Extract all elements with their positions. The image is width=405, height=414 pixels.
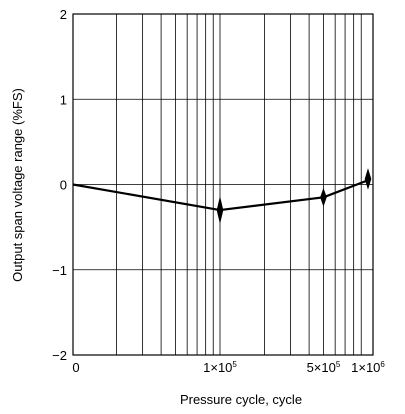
marker-layer (216, 168, 372, 223)
x-tick-label: 5×105 (307, 360, 341, 375)
x-axis-title: Pressure cycle, cycle (180, 392, 302, 407)
series-line (72, 179, 369, 212)
y-tick-label: −2 (52, 348, 67, 363)
y-axis-title: Output span voltage range (%FS) (10, 88, 25, 282)
x-tick-label: 0 (72, 360, 79, 375)
x-tick-labels: 0 1×105 5×105 1×106 (72, 360, 385, 375)
x-tick-exponent: 5 (232, 360, 237, 369)
x-tick-label: 1×105 (203, 360, 237, 375)
grid-layer (73, 13, 373, 356)
range-marker (320, 187, 327, 207)
range-marker (364, 168, 372, 190)
x-tick-exponent: 6 (380, 360, 385, 369)
x-tick-exponent: 5 (336, 360, 341, 369)
y-tick-label: 2 (60, 7, 67, 22)
x-tick-label: 1×106 (351, 360, 385, 375)
y-tick-label: 1 (60, 92, 67, 107)
y-tick-label: −1 (52, 263, 67, 278)
y-tick-label: 0 (60, 178, 67, 193)
y-tick-labels: 2 1 0 −1 −2 (52, 7, 67, 363)
series-layer (72, 179, 369, 212)
range-marker (216, 197, 224, 223)
